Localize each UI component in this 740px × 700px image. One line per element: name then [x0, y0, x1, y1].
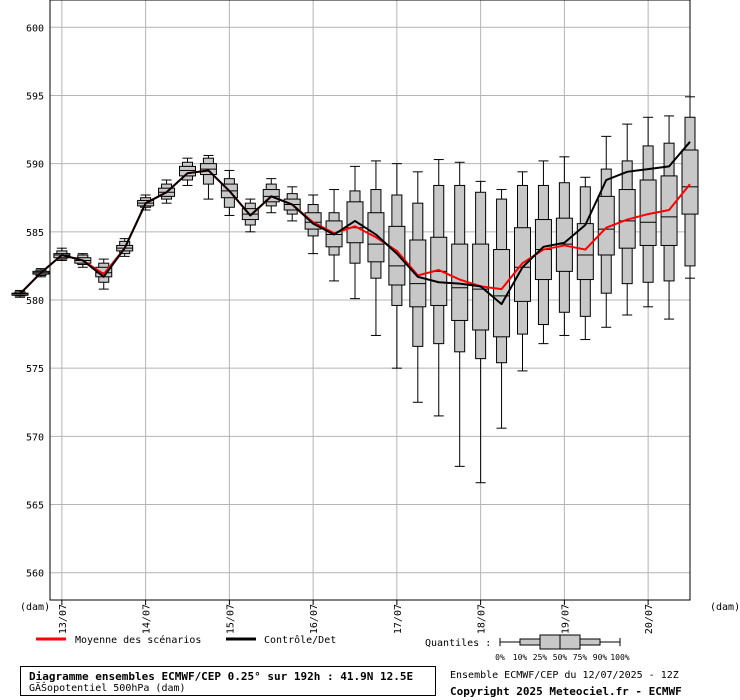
x-tick-label: 18/07: [477, 604, 488, 634]
quantile-tick-label: 10%: [513, 653, 528, 662]
y-tick-label: 600: [26, 23, 44, 34]
y-tick-label: 580: [26, 296, 44, 307]
quantile-key-box: [499, 634, 621, 650]
box-25-75: [493, 249, 511, 338]
y-axis-label-left: (dam): [20, 602, 50, 613]
legend: Moyenne des scénarios Contrôle/Det Quant…: [36, 634, 630, 662]
chart-title-box: Diagramme ensembles ECMWF/CEP 0.25° sur …: [20, 666, 436, 696]
quantile-tick-label: 100%: [610, 653, 629, 662]
x-tick-label: 16/07: [309, 604, 320, 634]
x-tick-label: 19/07: [560, 604, 571, 634]
y-tick-label: 590: [26, 160, 44, 171]
boxplot: [681, 96, 699, 279]
quantiles-label: Quantiles :: [425, 638, 491, 649]
plot-frame: [49, 0, 691, 601]
y-tick-label: 585: [26, 228, 44, 239]
boxplot: [179, 157, 196, 186]
boxplot: [597, 135, 615, 328]
box-25-75: [597, 195, 615, 256]
y-tick-label: 570: [26, 432, 44, 443]
chart-subtitle: GÃŠopotentiel 500hPa (dam): [29, 683, 186, 694]
legend-label-mean: Moyenne des scénarios: [75, 634, 201, 646]
x-tick-label: 17/07: [393, 604, 404, 634]
copyright: Copyright 2025 Meteociel.fr - ECMWF: [450, 685, 682, 698]
box-25-75: [681, 149, 699, 215]
quantile-tick-label: 0%: [495, 653, 505, 662]
quantile-key-ticks: 0% 10% 25% 50% 75% 90% 100%: [495, 653, 630, 662]
series-lines: [19, 141, 691, 306]
quantile-tick-label: 90%: [593, 653, 608, 662]
quantile-tick-label: 25%: [533, 653, 548, 662]
y-tick-label: 595: [26, 91, 44, 102]
boxplot: [493, 189, 511, 429]
series-line-control: [19, 141, 691, 306]
x-tick-label: 15/07: [225, 604, 236, 634]
box-25-75: [576, 223, 594, 281]
box-25-75: [346, 201, 364, 244]
x-axis: 13/07 14/07 15/07 16/07 17/07 18/07 19/07 20/07: [58, 600, 655, 634]
run-info: Ensemble ECMWF/CEP du 12/07/2025 - 12Z: [450, 670, 679, 681]
boxplot: [576, 176, 594, 341]
y-tick-label: 565: [26, 501, 44, 512]
chart-title: Diagramme ensembles ECMWF/CEP 0.25° sur …: [29, 670, 414, 683]
x-tick-label: 14/07: [142, 604, 153, 634]
y-tick-label: 560: [26, 569, 44, 580]
y-tick-label: 575: [26, 364, 44, 375]
x-tick-label: 20/07: [644, 604, 655, 634]
box-25-75: [388, 225, 406, 286]
quantile-tick-label: 75%: [573, 653, 588, 662]
legend-label-control: Contrôle/Det: [264, 634, 336, 646]
x-tick-label: 13/07: [58, 604, 69, 634]
y-axis: 560 565 570 575 580 585 590 595 600: [26, 23, 44, 579]
y-axis-label-right: (dam): [710, 602, 740, 613]
quantile-tick-label: 50%: [553, 653, 568, 662]
